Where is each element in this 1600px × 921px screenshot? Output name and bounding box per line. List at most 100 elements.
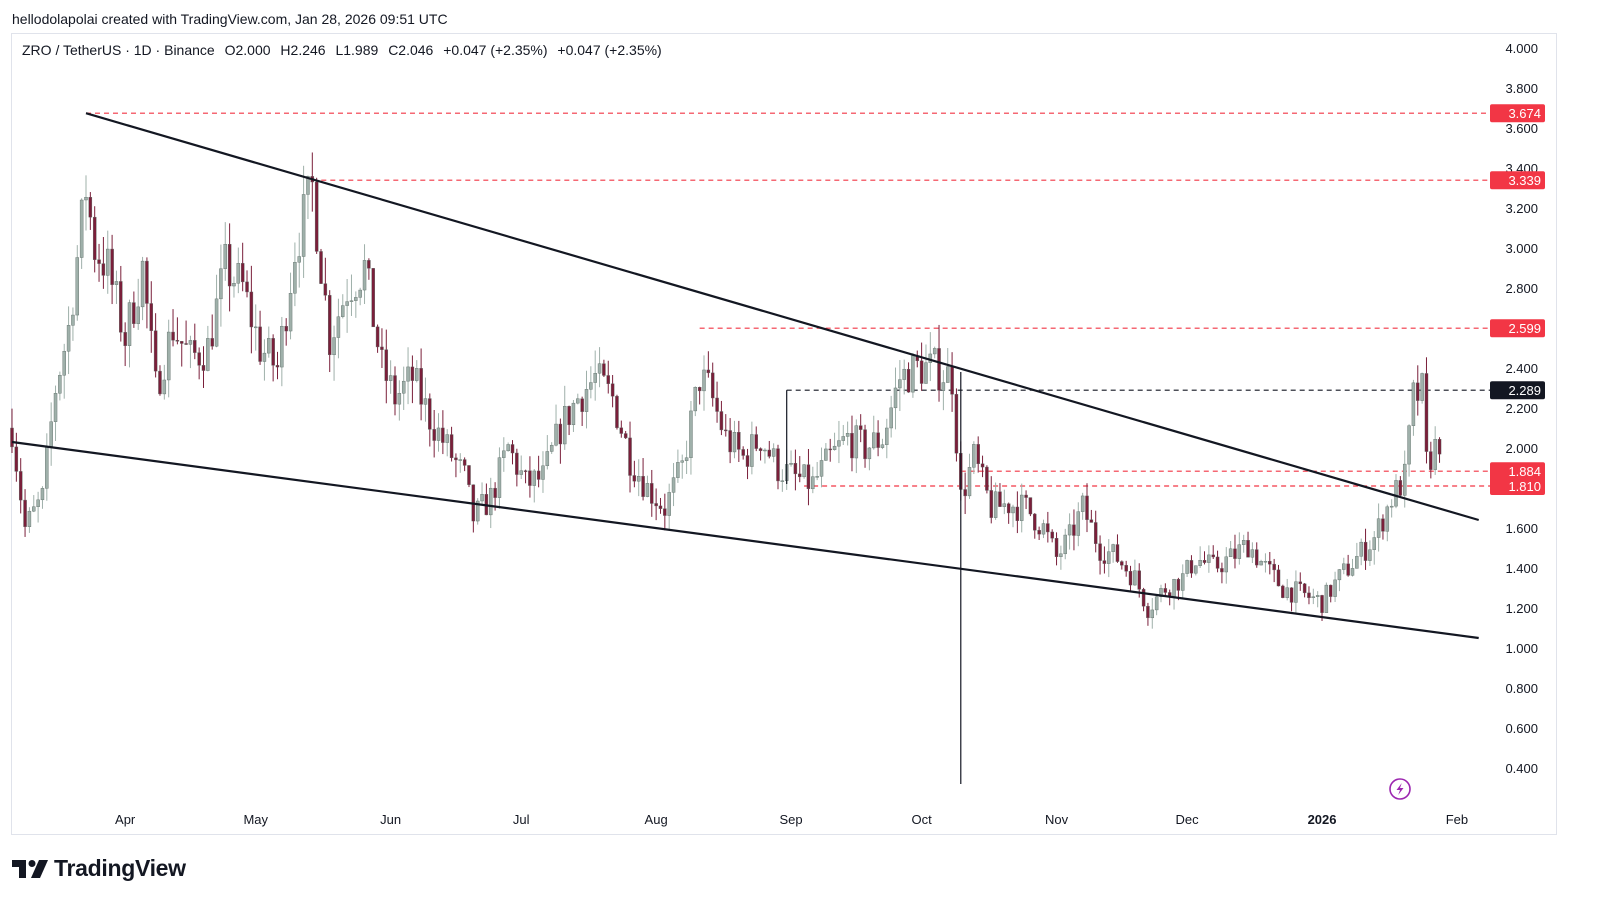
candle-up xyxy=(497,457,502,498)
candle-down xyxy=(558,423,563,445)
candle-up xyxy=(349,300,354,302)
candle-down xyxy=(1255,549,1259,566)
candle-up xyxy=(1181,573,1185,591)
candle-up xyxy=(1324,584,1329,613)
candle-down xyxy=(793,462,798,475)
candle-up xyxy=(401,380,406,394)
candle-up xyxy=(1002,503,1007,507)
candle-up xyxy=(45,446,49,489)
candle-up xyxy=(489,487,493,516)
candle-down xyxy=(510,444,515,454)
candle-down xyxy=(619,427,624,434)
x-tick-label: Apr xyxy=(115,812,136,827)
candle-up xyxy=(288,293,293,332)
candle-down xyxy=(449,434,454,459)
candle-down xyxy=(719,411,724,431)
price-badge-label: 2.289 xyxy=(1508,383,1541,398)
candle-up xyxy=(188,340,193,345)
price-badge-label: 1.810 xyxy=(1508,479,1541,494)
price-badge-label: 3.339 xyxy=(1508,173,1541,188)
candle-down xyxy=(715,397,719,412)
y-tick-label: 1.000 xyxy=(1505,641,1538,656)
y-tick-label: 2.000 xyxy=(1505,441,1538,456)
candle-up xyxy=(345,301,349,306)
candle-up xyxy=(1076,511,1081,536)
candle-up xyxy=(872,432,876,449)
candle-down xyxy=(145,260,149,304)
candle-down xyxy=(1398,480,1403,496)
price-axis: 4.0003.8003.6003.4003.2003.0002.8002.600… xyxy=(1505,41,1538,776)
candle-down xyxy=(432,429,436,441)
price-badge xyxy=(1490,381,1545,400)
candle-down xyxy=(998,491,1002,507)
candle-down xyxy=(806,464,811,490)
candle-down xyxy=(271,338,275,366)
legend-change: +0.047 (+2.35%) xyxy=(443,42,548,58)
price-badge xyxy=(1490,171,1545,190)
candle-up xyxy=(541,465,545,480)
candle-up xyxy=(771,448,776,457)
candle-up xyxy=(1150,609,1155,619)
candle-down xyxy=(515,452,519,475)
candle-down xyxy=(658,505,663,509)
candle-up xyxy=(358,289,362,298)
candle-up xyxy=(1041,523,1046,535)
candle-up xyxy=(388,375,393,381)
candle-down xyxy=(741,449,745,456)
candle-up xyxy=(1185,560,1189,574)
price-badge xyxy=(1490,319,1545,338)
candle-up xyxy=(1337,569,1342,581)
candle-up xyxy=(293,262,297,294)
candle-down xyxy=(1220,568,1224,573)
candle-up xyxy=(1063,534,1067,555)
candle-up xyxy=(750,434,754,467)
candle-up xyxy=(1411,382,1416,426)
candle-down xyxy=(92,216,97,260)
candle-down xyxy=(724,429,728,432)
candle-down xyxy=(1128,571,1133,586)
candle-down xyxy=(1246,540,1250,558)
candle-up xyxy=(1420,373,1424,401)
candle-up xyxy=(845,433,850,437)
candle-up xyxy=(549,444,554,452)
candle-up xyxy=(854,425,859,459)
x-tick-label: Feb xyxy=(1446,812,1468,827)
candle-down xyxy=(1329,584,1333,597)
legend-change-2: +0.047 (+2.35%) xyxy=(557,42,662,58)
x-tick-label: 2026 xyxy=(1308,812,1337,827)
candle-up xyxy=(114,281,119,285)
tradingview-logo[interactable]: TradingView xyxy=(12,855,186,882)
candle-down xyxy=(18,471,23,501)
flash-icon[interactable] xyxy=(1389,778,1411,800)
candle-up xyxy=(49,421,53,447)
candle-down xyxy=(193,340,197,353)
candle-up xyxy=(480,494,484,502)
candle-down xyxy=(384,349,389,381)
candle-down xyxy=(985,466,989,491)
candle-down xyxy=(419,368,423,405)
candle-up xyxy=(1342,563,1346,570)
candle-up xyxy=(1241,540,1246,545)
candle-down xyxy=(1211,554,1215,558)
candle-down xyxy=(1424,373,1429,452)
candle-up xyxy=(589,382,593,390)
candle-up xyxy=(545,451,550,467)
candle-up xyxy=(824,448,828,461)
candle-up xyxy=(780,480,785,482)
candle-down xyxy=(963,489,967,497)
candle-up xyxy=(593,373,597,383)
candle-up xyxy=(1059,553,1063,557)
candle-up xyxy=(811,476,815,490)
candle-down xyxy=(858,425,863,430)
candle-up xyxy=(36,499,40,507)
x-tick-label: Jul xyxy=(513,812,530,827)
x-tick-label: Dec xyxy=(1176,812,1200,827)
price-badge xyxy=(1490,462,1545,481)
candle-up xyxy=(106,248,110,276)
candle-up xyxy=(475,500,480,522)
y-tick-label: 2.200 xyxy=(1505,401,1538,416)
candle-down xyxy=(1202,560,1207,563)
candle-up xyxy=(53,393,58,422)
x-tick-label: Oct xyxy=(912,812,933,827)
